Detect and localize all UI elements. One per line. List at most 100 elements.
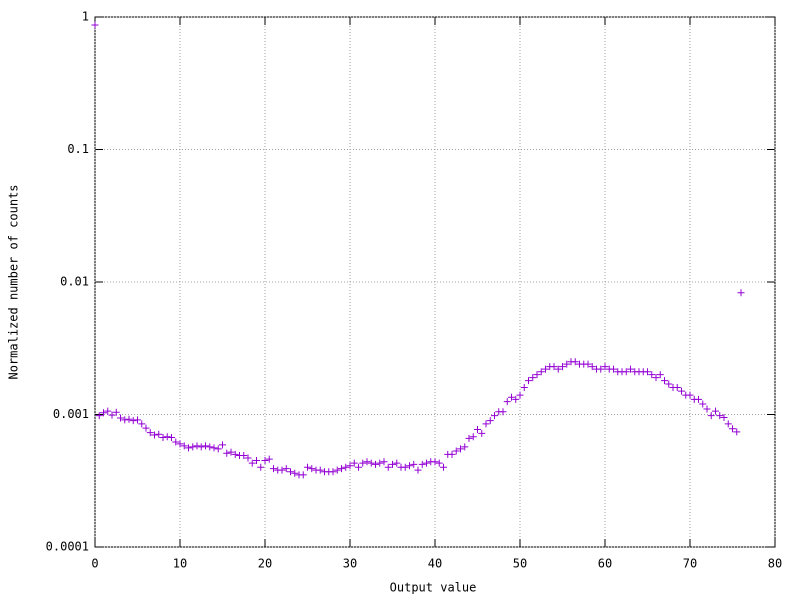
data-point xyxy=(656,371,664,379)
data-point xyxy=(559,363,566,371)
data-point xyxy=(261,456,269,464)
data-point xyxy=(185,444,192,452)
data-point xyxy=(338,465,345,473)
data-point xyxy=(440,463,447,471)
data-point xyxy=(406,462,413,470)
y-tick-label: 0.01 xyxy=(60,275,89,289)
data-point xyxy=(712,407,719,415)
data-point xyxy=(644,368,651,376)
data-point xyxy=(142,424,150,432)
data-point xyxy=(622,368,630,376)
x-tick-label: 40 xyxy=(428,557,442,571)
data-point xyxy=(733,428,741,436)
data-point xyxy=(151,431,158,439)
data-point xyxy=(346,462,354,470)
data-point xyxy=(227,448,235,456)
data-point xyxy=(342,463,350,471)
x-tick-label: 20 xyxy=(258,557,272,571)
data-point xyxy=(355,463,362,471)
data-point xyxy=(193,442,201,450)
data-point xyxy=(423,459,430,467)
x-tick-label: 50 xyxy=(513,557,527,571)
data-point xyxy=(155,430,163,438)
data-point xyxy=(359,459,367,467)
y-tick-label: 0.0001 xyxy=(46,540,89,554)
data-point xyxy=(610,365,617,373)
data-point xyxy=(554,365,562,373)
data-point xyxy=(435,459,443,467)
data-point xyxy=(287,468,294,476)
data-point xyxy=(100,409,107,417)
data-point xyxy=(465,434,473,442)
data-point xyxy=(584,360,592,368)
data-point xyxy=(214,445,222,453)
data-point xyxy=(112,408,120,416)
data-point xyxy=(329,468,337,476)
data-point xyxy=(244,454,252,462)
data-point xyxy=(486,417,494,425)
data-point xyxy=(219,441,226,449)
x-tick-label: 60 xyxy=(598,557,612,571)
data-point xyxy=(695,395,702,403)
data-point xyxy=(384,463,392,471)
data-point xyxy=(478,429,486,437)
data-point xyxy=(206,443,214,451)
data-point xyxy=(163,433,171,441)
x-tick-label: 30 xyxy=(343,557,357,571)
data-point xyxy=(716,412,724,420)
data-point xyxy=(520,383,528,391)
data-point xyxy=(508,393,515,401)
data-point xyxy=(537,368,545,376)
data-point xyxy=(737,289,745,297)
data-point xyxy=(457,445,464,453)
data-point xyxy=(482,420,490,428)
data-point xyxy=(180,442,188,450)
data-point xyxy=(117,414,124,422)
data-point xyxy=(431,458,439,466)
data-point xyxy=(91,21,99,29)
data-point xyxy=(469,433,477,441)
data-point xyxy=(380,458,388,466)
data-point xyxy=(270,465,277,473)
data-point xyxy=(146,429,154,437)
x-tick-label: 10 xyxy=(173,557,187,571)
y-tick-label: 0.1 xyxy=(67,142,89,156)
data-point xyxy=(282,465,290,473)
data-point xyxy=(703,405,711,413)
y-tick-label: 0.001 xyxy=(53,407,89,421)
data-point xyxy=(499,408,507,416)
data-point xyxy=(448,450,456,458)
data-point xyxy=(223,449,231,457)
data-point xyxy=(202,442,209,450)
data-point xyxy=(550,363,558,371)
data-point xyxy=(418,460,426,468)
data-point xyxy=(168,434,175,442)
data-point xyxy=(542,365,549,373)
x-axis-label: Output value xyxy=(390,581,477,595)
data-point xyxy=(503,398,511,406)
y-axis-label: Normalized number of counts xyxy=(7,184,21,379)
data-point xyxy=(601,363,609,371)
data-point xyxy=(452,447,460,455)
data-point xyxy=(401,463,409,471)
x-tick-label: 80 xyxy=(768,557,782,571)
data-point xyxy=(172,438,180,446)
data-point xyxy=(661,377,668,385)
data-point xyxy=(134,416,141,424)
data-point xyxy=(699,400,707,408)
data-point xyxy=(304,463,311,471)
data-point xyxy=(159,434,167,442)
data-point xyxy=(210,444,218,452)
data-point xyxy=(673,383,681,391)
data-point xyxy=(316,466,324,474)
data-point xyxy=(393,459,401,467)
data-point xyxy=(95,412,103,420)
data-point xyxy=(648,371,656,379)
data-point xyxy=(189,443,197,451)
data-point xyxy=(461,443,469,451)
data-point xyxy=(389,460,396,468)
data-point xyxy=(563,360,571,368)
data-point xyxy=(588,363,596,371)
data-point xyxy=(529,374,537,382)
